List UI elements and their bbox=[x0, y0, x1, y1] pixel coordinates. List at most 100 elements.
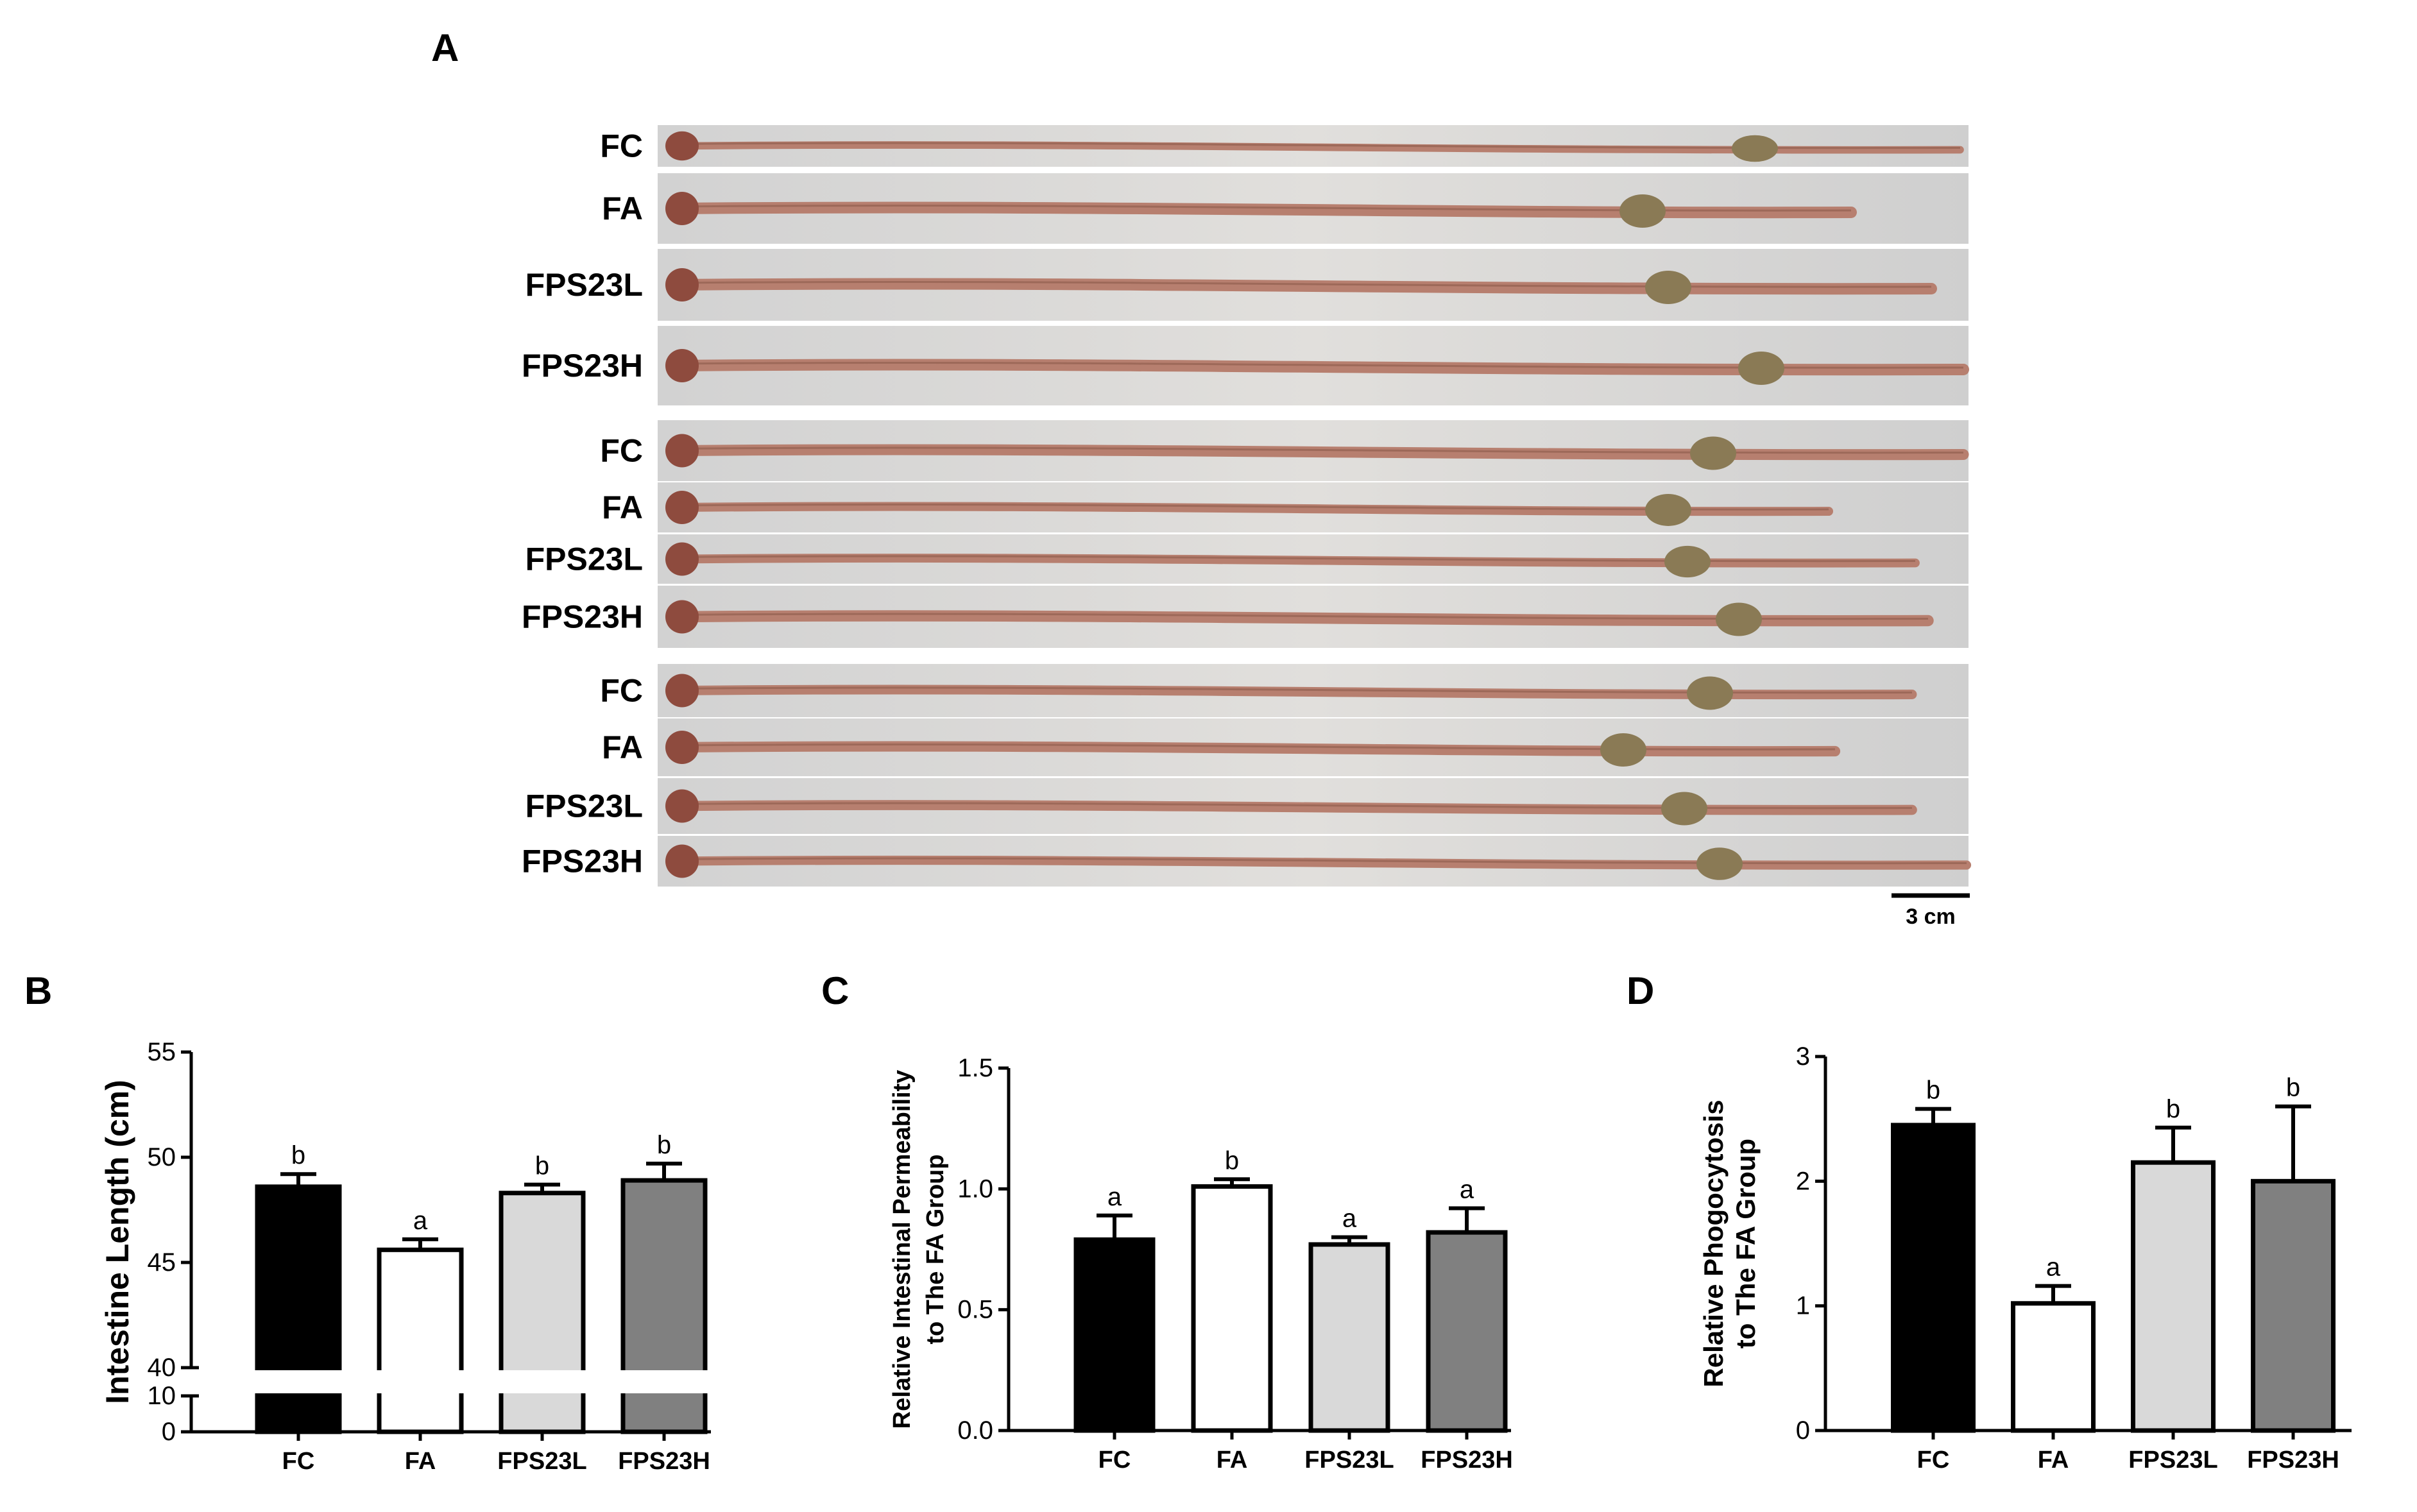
y-axis-label: to The FA Group bbox=[1730, 1139, 1761, 1348]
bar-fps23l bbox=[499, 1191, 586, 1434]
y-tick-label: 45 bbox=[148, 1248, 176, 1277]
stomach-tissue bbox=[665, 542, 699, 576]
chart-phagocytosis: b FC a FA b FPS23L b FPS23H 0 1 2 3 Relative Phogocy… bbox=[1698, 1042, 2352, 1474]
significance-label: a bbox=[1107, 1183, 1122, 1211]
x-tick-label: FC bbox=[282, 1448, 315, 1475]
bar-fc bbox=[255, 1184, 342, 1434]
intestine-tissue bbox=[670, 141, 1964, 154]
scale-bar-label: 3 cm bbox=[1906, 905, 1956, 929]
cecum-tissue bbox=[1619, 194, 1666, 228]
significance-label: a bbox=[2046, 1253, 2061, 1282]
x-tick-label: FPS23L bbox=[1304, 1447, 1394, 1474]
strip-label: FC bbox=[600, 433, 643, 469]
panel-letter-a: A bbox=[431, 26, 459, 69]
intestine-tissue-edge bbox=[673, 361, 1964, 369]
cecum-tissue bbox=[1645, 494, 1691, 526]
strip-label: FA bbox=[602, 489, 643, 525]
photo-group-separator bbox=[658, 411, 1969, 417]
cecum-tissue bbox=[1690, 436, 1736, 470]
x-tick-label: FC bbox=[1098, 1447, 1131, 1474]
cecum-tissue bbox=[1687, 676, 1733, 710]
cecum-tissue bbox=[1664, 545, 1711, 578]
intestine-tissue-edge bbox=[673, 743, 1836, 751]
y-tick-label: 0 bbox=[1796, 1416, 1810, 1445]
intestine-tissue-edge bbox=[673, 142, 1961, 149]
stomach-tissue bbox=[665, 491, 699, 524]
y-tick-label: 3 bbox=[1796, 1042, 1810, 1071]
bar-fps23l bbox=[2131, 1160, 2216, 1433]
bar-fc bbox=[1891, 1123, 1976, 1433]
y-tick-label: 40 bbox=[148, 1354, 176, 1382]
panel-letter-c: C bbox=[821, 969, 849, 1012]
y-tick-label: 55 bbox=[148, 1038, 176, 1066]
x-tick-label: FPS23L bbox=[2128, 1447, 2217, 1474]
x-tick-label: FPS23H bbox=[618, 1448, 710, 1475]
significance-label: b bbox=[2286, 1074, 2300, 1102]
intestine-tissue bbox=[668, 359, 1969, 376]
cecum-tissue bbox=[1716, 602, 1762, 636]
y-axis-label: Relative Phogocytosis bbox=[1698, 1100, 1729, 1387]
x-tick-label: FA bbox=[1217, 1447, 1248, 1474]
significance-label: b bbox=[657, 1131, 671, 1159]
significance-label: a bbox=[413, 1207, 428, 1235]
bar-fps23h bbox=[620, 1178, 708, 1434]
cecum-tissue bbox=[1696, 847, 1743, 880]
cecum-tissue bbox=[1732, 135, 1778, 162]
y-tick-label: 1.0 bbox=[957, 1175, 993, 1203]
panel-letter-d: D bbox=[1627, 969, 1654, 1012]
stomach-tissue bbox=[665, 731, 699, 764]
bar-fps23l bbox=[1308, 1242, 1390, 1433]
intestine-tissue-edge bbox=[673, 280, 1932, 288]
strip-label: FA bbox=[602, 191, 643, 226]
cecum-tissue bbox=[1645, 271, 1691, 304]
intestine-tissue bbox=[668, 610, 1934, 627]
bar-fa bbox=[377, 1247, 464, 1434]
y-tick-label: 50 bbox=[148, 1143, 176, 1171]
bar-fps23h bbox=[2251, 1178, 2336, 1433]
strip-label: FPS23H bbox=[522, 599, 643, 635]
bar-fa bbox=[1191, 1184, 1273, 1433]
intestine-photo-panel bbox=[658, 125, 1972, 887]
significance-label: b bbox=[535, 1152, 549, 1180]
y-tick-label: 1 bbox=[1796, 1292, 1810, 1320]
significance-label: b bbox=[1926, 1076, 1940, 1105]
intestine-tissue bbox=[668, 741, 1841, 757]
y-axis-label: to The FA Group bbox=[922, 1154, 949, 1344]
chart-intestinal-permeability: a FC b FA a FPS23L a FPS23H 0.0 0.5 1.0 1.5 Relative… bbox=[889, 1054, 1513, 1474]
y-tick-label: 0.5 bbox=[957, 1296, 993, 1324]
bar-fps23h bbox=[1426, 1230, 1508, 1433]
strip-label: FPS23L bbox=[525, 788, 643, 824]
stomach-tissue bbox=[665, 844, 699, 878]
y-tick-label: 0.0 bbox=[957, 1416, 993, 1445]
significance-label: a bbox=[1342, 1205, 1357, 1233]
stomach-tissue bbox=[665, 131, 699, 161]
y-tick-label: 2 bbox=[1796, 1167, 1810, 1195]
stomach-tissue bbox=[665, 434, 699, 468]
stomach-tissue bbox=[665, 192, 699, 225]
strip-label: FA bbox=[602, 729, 643, 765]
intestine-strip-labels: FC FA FPS23L FPS23H FC FA FPS23L FPS23H FC FA FPS2… bbox=[522, 128, 643, 879]
cecum-tissue bbox=[1738, 352, 1784, 385]
photo-group-separator bbox=[658, 652, 1969, 661]
significance-label: a bbox=[1460, 1175, 1474, 1203]
significance-label: b bbox=[291, 1141, 305, 1169]
strip-label: FPS23L bbox=[525, 541, 643, 577]
y-axis-label: Relative Intestinal Permeability bbox=[889, 1070, 916, 1429]
axis-break-gap bbox=[196, 1370, 716, 1393]
strip-label: FC bbox=[600, 128, 643, 164]
significance-label: b bbox=[2166, 1095, 2180, 1123]
x-tick-label: FPS23H bbox=[2247, 1447, 2339, 1474]
stomach-tissue bbox=[665, 600, 699, 634]
strip-label: FPS23H bbox=[522, 844, 643, 879]
bar-fc bbox=[1073, 1237, 1156, 1433]
panel-letter-b: B bbox=[24, 969, 52, 1012]
x-tick-label: FPS23H bbox=[1421, 1447, 1513, 1474]
stomach-tissue bbox=[665, 268, 699, 302]
strip-label: FPS23L bbox=[525, 267, 643, 303]
intestine-tissue bbox=[668, 278, 1937, 295]
stomach-tissue bbox=[665, 349, 699, 382]
y-tick-label: 1.5 bbox=[957, 1054, 993, 1082]
strip-label: FPS23H bbox=[522, 348, 643, 384]
